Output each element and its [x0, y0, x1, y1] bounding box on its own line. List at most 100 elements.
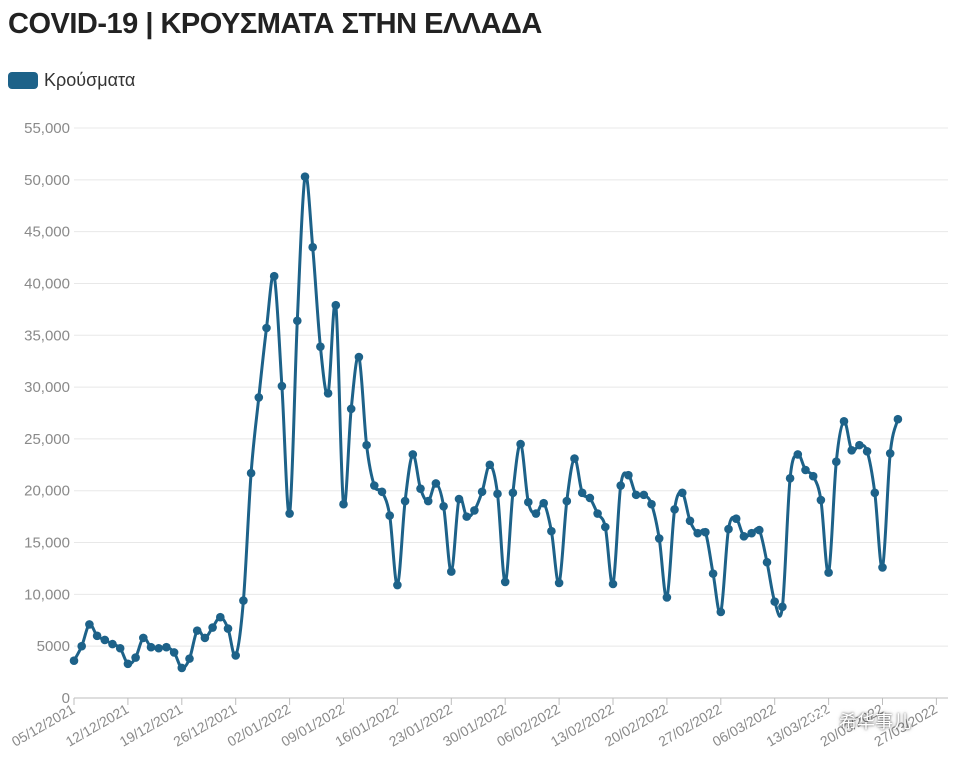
- data-point: [801, 465, 810, 475]
- data-point: [246, 468, 256, 478]
- data-point: [855, 440, 864, 450]
- data-point: [462, 512, 472, 521]
- data-point: [670, 505, 679, 514]
- data-point: [847, 446, 856, 455]
- data-point: [593, 509, 602, 518]
- data-point: [154, 643, 163, 653]
- data-point: [524, 497, 533, 507]
- data-point: [339, 499, 348, 509]
- data-point: [731, 514, 741, 524]
- data-point: [208, 623, 217, 632]
- data-point: [470, 506, 479, 515]
- y-tick-label: 10,000: [24, 586, 70, 603]
- data-point: [277, 381, 287, 391]
- data-point: [69, 656, 79, 665]
- data-point: [816, 495, 826, 505]
- data-point: [431, 479, 441, 488]
- data-point: [316, 342, 325, 351]
- data-point: [824, 568, 833, 577]
- data-point: [385, 511, 395, 520]
- data-point: [708, 569, 718, 578]
- data-point: [416, 484, 425, 493]
- data-point: [400, 496, 410, 506]
- data-point: [85, 620, 94, 629]
- data-point: [454, 494, 464, 504]
- data-point: [739, 532, 749, 541]
- data-point: [77, 641, 86, 651]
- data-point: [778, 602, 787, 612]
- y-tick-label: 55,000: [24, 120, 70, 137]
- data-point: [231, 651, 240, 660]
- data-point: [893, 414, 903, 424]
- data-point: [92, 631, 102, 641]
- data-point: [832, 457, 841, 467]
- data-point: [423, 496, 433, 506]
- data-point: [608, 579, 618, 589]
- data-point: [654, 534, 664, 543]
- y-tick-label: 5000: [37, 638, 70, 655]
- data-point: [293, 316, 302, 326]
- data-point: [269, 271, 279, 281]
- data-point: [539, 498, 548, 508]
- data-point: [808, 471, 818, 481]
- data-point: [570, 454, 579, 463]
- data-point: [624, 470, 633, 480]
- data-point: [508, 488, 518, 498]
- data-point: [577, 488, 587, 498]
- data-point: [100, 635, 110, 645]
- data-point: [162, 642, 171, 652]
- data-point: [239, 596, 248, 605]
- data-point: [878, 563, 887, 572]
- data-point: [192, 626, 202, 635]
- data-point: [354, 352, 364, 362]
- data-point: [362, 440, 371, 450]
- data-point: [693, 528, 702, 538]
- data-point: [377, 487, 387, 497]
- data-point: [146, 642, 156, 652]
- data-point: [223, 624, 233, 633]
- data-point: [131, 653, 140, 662]
- data-point: [870, 488, 880, 498]
- data-point: [331, 300, 341, 310]
- legend-label: Κρούσματα: [44, 70, 136, 90]
- data-point: [554, 578, 564, 588]
- data-point: [547, 526, 556, 536]
- data-point: [254, 393, 264, 402]
- data-point: [639, 490, 649, 500]
- data-point: [323, 389, 333, 398]
- data-point: [701, 527, 710, 537]
- data-point: [346, 404, 356, 414]
- data-point: [531, 509, 541, 518]
- data-point: [169, 648, 179, 657]
- chart-legend[interactable]: Κρούσματα: [8, 70, 135, 91]
- data-point: [500, 577, 510, 587]
- data-point: [115, 643, 125, 653]
- data-point: [185, 654, 194, 663]
- data-point: [647, 499, 656, 509]
- y-tick-label: 40,000: [24, 275, 70, 292]
- watermark: 希华事儿: [808, 708, 911, 734]
- data-point: [793, 450, 803, 459]
- data-point: [200, 633, 210, 643]
- data-point: [485, 460, 495, 470]
- y-tick-label: 0: [62, 690, 70, 707]
- data-point: [755, 525, 764, 535]
- data-point: [724, 524, 733, 534]
- data-point: [685, 516, 695, 526]
- data-point: [393, 580, 402, 590]
- y-tick-label: 35,000: [24, 327, 70, 344]
- data-point: [662, 593, 672, 602]
- data-point: [216, 612, 225, 622]
- data-point: [785, 473, 795, 483]
- legend-swatch: [8, 72, 38, 89]
- y-tick-label: 30,000: [24, 379, 70, 396]
- y-tick-label: 20,000: [24, 483, 70, 500]
- data-point: [862, 447, 872, 456]
- data-point: [108, 639, 117, 649]
- data-point: [770, 597, 779, 606]
- data-point: [631, 490, 641, 500]
- data-point: [477, 487, 487, 497]
- data-point: [300, 172, 310, 182]
